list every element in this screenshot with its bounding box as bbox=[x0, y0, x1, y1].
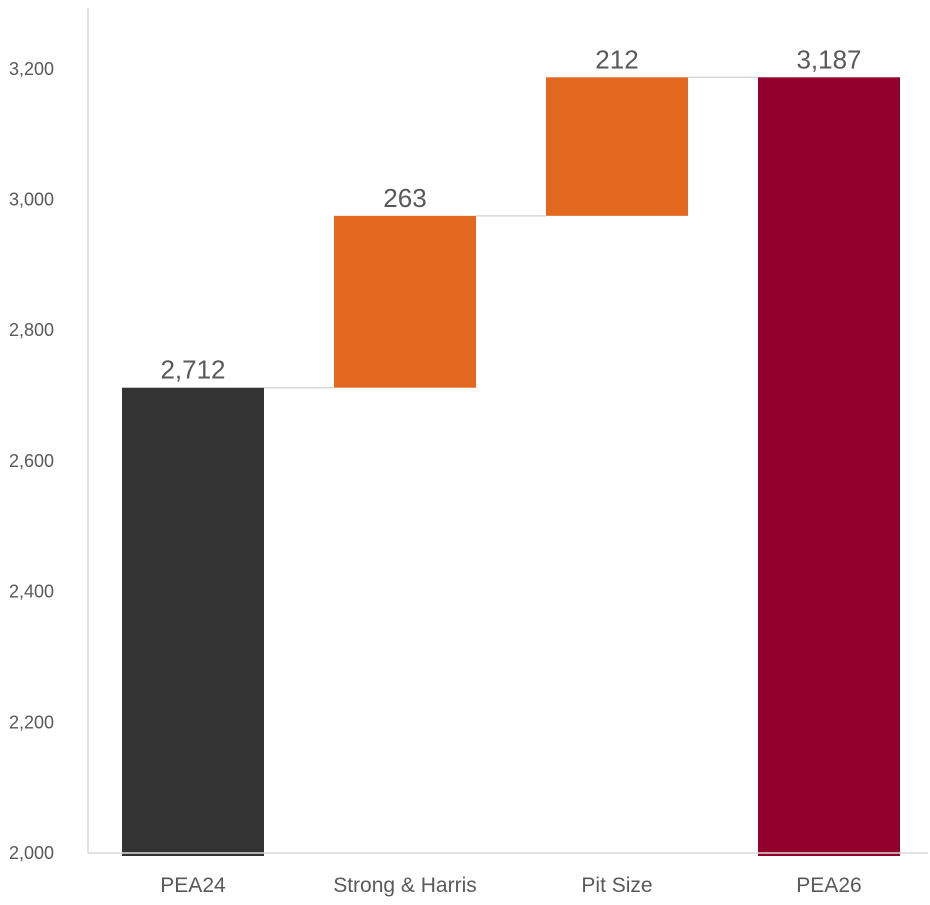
bar-pit-size bbox=[546, 77, 688, 216]
y-tick-label-2600: 2,600 bbox=[9, 451, 54, 471]
category-label-pit-size: Pit Size bbox=[581, 874, 652, 897]
category-label-strong-harris: Strong & Harris bbox=[333, 874, 477, 897]
y-tick-label-2000: 2,000 bbox=[9, 843, 54, 863]
y-axis-tick-labels: 2,000 2,200 2,400 2,600 2,800 3,000 3,200 bbox=[9, 59, 54, 863]
y-tick-label-2200: 2,200 bbox=[9, 712, 54, 732]
bar-pea24 bbox=[122, 387, 264, 856]
data-label-pit-size: 212 bbox=[595, 44, 638, 74]
category-label-pea26: PEA26 bbox=[796, 874, 861, 897]
bar-strong-harris bbox=[334, 215, 476, 388]
y-tick-label-2800: 2,800 bbox=[9, 320, 54, 340]
data-labels: 2,712 263 212 3,187 bbox=[160, 44, 861, 384]
y-tick-label-2400: 2,400 bbox=[9, 582, 54, 602]
data-label-pea26: 3,187 bbox=[796, 44, 861, 74]
axes bbox=[87, 8, 928, 854]
y-tick-label-3200: 3,200 bbox=[9, 59, 54, 79]
bars bbox=[122, 77, 900, 856]
connector-lines bbox=[264, 76, 758, 389]
data-label-pea24: 2,712 bbox=[160, 355, 225, 385]
y-tick-label-3000: 3,000 bbox=[9, 190, 54, 210]
bar-pea26 bbox=[758, 77, 900, 856]
category-label-pea24: PEA24 bbox=[160, 874, 226, 897]
x-axis-category-labels: PEA24 Strong & Harris Pit Size PEA26 bbox=[160, 874, 861, 897]
data-label-strong-harris: 263 bbox=[383, 183, 426, 213]
